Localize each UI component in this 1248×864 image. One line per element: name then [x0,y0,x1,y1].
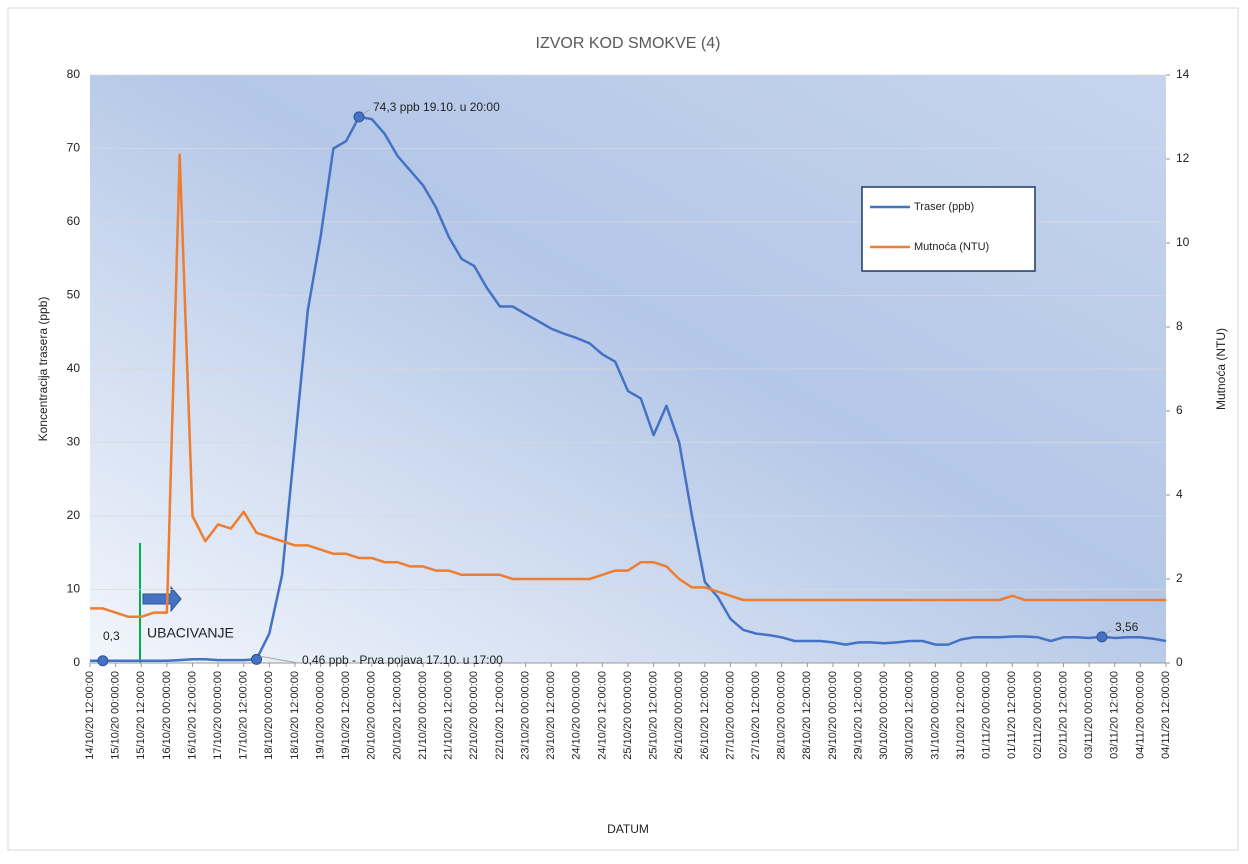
x-tick-label: 22/10/20 00:00:00 [468,671,480,760]
y-axis-label: Koncentracija trasera (ppb) [36,297,50,442]
y2-tick-label: 6 [1176,403,1183,417]
x-tick-label: 22/10/20 12:00:00 [494,671,506,760]
x-tick-label: 25/10/20 12:00:00 [648,671,660,760]
x-tick-label: 15/10/20 12:00:00 [135,671,147,760]
y2-tick-label: 10 [1176,235,1190,249]
y-tick-label: 70 [67,141,81,155]
x-tick-label: 16/10/20 12:00:00 [186,671,198,760]
x-tick-label: 28/10/20 00:00:00 [776,671,788,760]
annotation-leader [362,109,370,115]
x-tick-label: 18/10/20 00:00:00 [263,671,275,760]
x-tick-label: 02/11/20 12:00:00 [1057,671,1069,759]
x-tick-label: 20/10/20 00:00:00 [366,671,378,760]
x-tick-label: 20/10/20 12:00:00 [391,671,403,760]
y2-tick-label: 4 [1176,487,1183,501]
y2-tick-label: 12 [1176,151,1190,165]
y2-axis-label: Mutnoća (NTU) [1214,328,1228,410]
annotation: 3,56 [1115,620,1139,634]
x-tick-label: 04/11/20 00:00:00 [1134,671,1146,759]
x-tick-label: 29/10/20 12:00:00 [852,671,864,760]
x-tick-label: 24/10/20 12:00:00 [596,671,608,760]
series-line [90,115,1167,663]
x-tick-label: 29/10/20 00:00:00 [827,671,839,760]
x-tick-label: 17/10/20 12:00:00 [238,671,250,760]
x-tick-label: 30/10/20 00:00:00 [878,671,890,760]
y-tick-label: 10 [67,582,81,596]
x-tick-label: 19/10/20 00:00:00 [314,671,326,760]
x-tick-label: 19/10/20 12:00:00 [340,671,352,760]
x-tick-label: 24/10/20 00:00:00 [571,671,583,760]
x-tick-label: 14/10/20 12:00:00 [84,671,96,760]
x-axis-label: DATUM [607,822,649,836]
annotation: 0,46 ppb - Prva pojava 17.10. u 17:00 [302,653,503,667]
annotation-leader [1105,629,1112,635]
legend-label: Traser (ppb) [914,201,974,213]
x-tick-label: 01/11/20 00:00:00 [981,671,993,759]
highlight-marker [353,111,365,123]
x-tick-label: 26/10/20 00:00:00 [673,671,685,760]
x-tick-label: 28/10/20 12:00:00 [801,671,813,760]
x-tick-label: 02/11/20 00:00:00 [1032,671,1044,759]
y-tick-label: 60 [67,214,81,228]
annotation-leader [260,655,299,664]
y2-tick-label: 0 [1176,655,1183,669]
x-tick-label: 25/10/20 00:00:00 [622,671,634,760]
x-tick-label: 30/10/20 12:00:00 [904,671,916,760]
x-tick-label: 23/10/20 00:00:00 [519,671,531,760]
y-tick-label: 80 [67,67,81,81]
x-tick-label: 27/10/20 12:00:00 [750,671,762,760]
highlight-marker [251,653,263,665]
y2-tick-label: 8 [1176,319,1183,333]
x-tick-label: 31/10/20 12:00:00 [955,671,967,760]
y-tick-label: 40 [67,361,81,375]
x-tick-label: 21/10/20 00:00:00 [417,671,429,760]
x-tick-label: 03/11/20 00:00:00 [1083,671,1095,759]
x-tick-label: 27/10/20 00:00:00 [724,671,736,760]
y-tick-label: 20 [67,508,81,522]
x-tick-label: 21/10/20 12:00:00 [443,671,455,760]
highlight-marker [1096,631,1108,643]
legend-label: Mutnoća (NTU) [914,241,989,253]
x-tick-label: 15/10/20 00:00:00 [110,671,122,760]
annotation: 74,3 ppb 19.10. u 20:00 [373,100,500,114]
x-tick-label: 31/10/20 00:00:00 [929,671,941,760]
chart-title: IZVOR KOD SMOKVE (4) [536,35,721,52]
y-tick-label: 0 [73,655,80,669]
x-tick-label: 16/10/20 00:00:00 [161,671,173,760]
x-tick-label: 23/10/20 12:00:00 [545,671,557,760]
y-tick-label: 30 [67,435,81,449]
y2-tick-label: 2 [1176,571,1183,585]
legend-box [861,186,1036,272]
series-line [90,153,1166,619]
x-tick-label: 18/10/20 12:00:00 [289,671,301,760]
x-tick-label: 03/11/20 12:00:00 [1109,671,1121,759]
highlight-marker [97,655,109,667]
annotation: 0,3 [103,629,120,643]
x-tick-label: 17/10/20 00:00:00 [212,671,224,760]
injection-arrow [142,585,182,613]
x-tick-label: 26/10/20 12:00:00 [699,671,711,760]
x-tick-label: 01/11/20 12:00:00 [1006,671,1018,759]
annotation: UBACIVANJE [147,625,234,641]
x-tick-label: 04/11/20 12:00:00 [1160,671,1172,759]
y-tick-label: 50 [67,288,81,302]
y2-tick-label: 14 [1176,67,1190,81]
